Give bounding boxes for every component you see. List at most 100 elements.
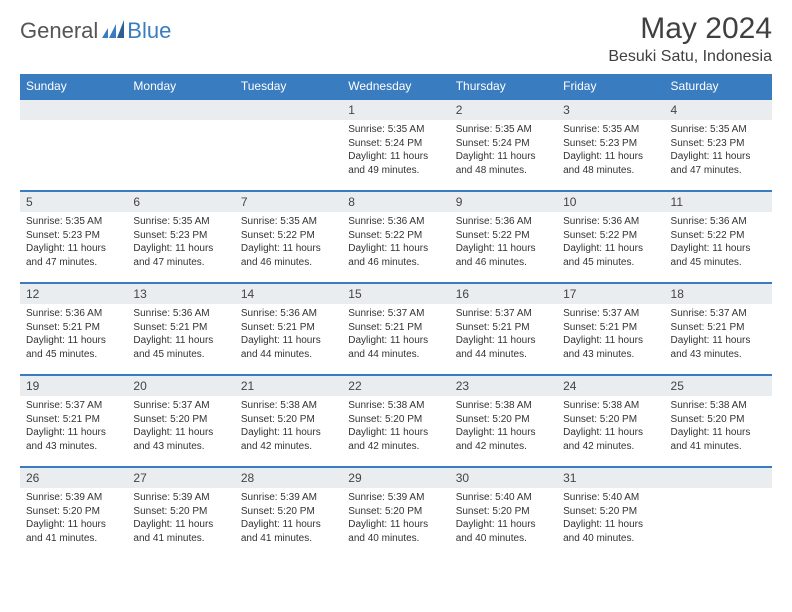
- day-content: Sunrise: 5:35 AMSunset: 5:22 PMDaylight:…: [235, 212, 342, 275]
- day-number: 25: [665, 374, 772, 396]
- calendar-cell: 21Sunrise: 5:38 AMSunset: 5:20 PMDayligh…: [235, 374, 342, 466]
- daylight-line: Daylight: 11 hours and 46 minutes.: [348, 242, 443, 269]
- daylight-line: Daylight: 11 hours and 41 minutes.: [671, 426, 766, 453]
- day-number: 15: [342, 282, 449, 304]
- calendar-cell: 6Sunrise: 5:35 AMSunset: 5:23 PMDaylight…: [127, 190, 234, 282]
- daylight-line: Daylight: 11 hours and 42 minutes.: [241, 426, 336, 453]
- sunrise-line: Sunrise: 5:38 AM: [456, 399, 551, 413]
- sunrise-line: Sunrise: 5:36 AM: [671, 215, 766, 229]
- day-content: Sunrise: 5:37 AMSunset: 5:21 PMDaylight:…: [557, 304, 664, 367]
- sunset-line: Sunset: 5:20 PM: [241, 413, 336, 427]
- sunset-line: Sunset: 5:20 PM: [133, 505, 228, 519]
- calendar-cell: 16Sunrise: 5:37 AMSunset: 5:21 PMDayligh…: [450, 282, 557, 374]
- logo-text-blue: Blue: [127, 18, 171, 44]
- weekday-header: Friday: [557, 74, 664, 98]
- day-content: Sunrise: 5:36 AMSunset: 5:22 PMDaylight:…: [665, 212, 772, 275]
- day-number: 24: [557, 374, 664, 396]
- day-number: 7: [235, 190, 342, 212]
- sunset-line: Sunset: 5:22 PM: [241, 229, 336, 243]
- daylight-line: Daylight: 11 hours and 45 minutes.: [671, 242, 766, 269]
- day-content: Sunrise: 5:37 AMSunset: 5:20 PMDaylight:…: [127, 396, 234, 459]
- daylight-line: Daylight: 11 hours and 43 minutes.: [563, 334, 658, 361]
- day-number: 28: [235, 466, 342, 488]
- sunset-line: Sunset: 5:23 PM: [563, 137, 658, 151]
- daylight-line: Daylight: 11 hours and 42 minutes.: [348, 426, 443, 453]
- sunrise-line: Sunrise: 5:40 AM: [456, 491, 551, 505]
- day-content: Sunrise: 5:40 AMSunset: 5:20 PMDaylight:…: [557, 488, 664, 551]
- day-content: Sunrise: 5:36 AMSunset: 5:21 PMDaylight:…: [127, 304, 234, 367]
- daylight-line: Daylight: 11 hours and 49 minutes.: [348, 150, 443, 177]
- sunrise-line: Sunrise: 5:37 AM: [671, 307, 766, 321]
- daylight-line: Daylight: 11 hours and 47 minutes.: [133, 242, 228, 269]
- day-content: Sunrise: 5:36 AMSunset: 5:22 PMDaylight:…: [342, 212, 449, 275]
- day-number-bar: [127, 98, 234, 120]
- calendar-cell: 2Sunrise: 5:35 AMSunset: 5:24 PMDaylight…: [450, 98, 557, 190]
- day-content: Sunrise: 5:37 AMSunset: 5:21 PMDaylight:…: [665, 304, 772, 367]
- calendar-cell: 9Sunrise: 5:36 AMSunset: 5:22 PMDaylight…: [450, 190, 557, 282]
- calendar-cell: [127, 98, 234, 190]
- day-content: Sunrise: 5:37 AMSunset: 5:21 PMDaylight:…: [20, 396, 127, 459]
- daylight-line: Daylight: 11 hours and 43 minutes.: [133, 426, 228, 453]
- calendar-cell: 3Sunrise: 5:35 AMSunset: 5:23 PMDaylight…: [557, 98, 664, 190]
- calendar-cell: 27Sunrise: 5:39 AMSunset: 5:20 PMDayligh…: [127, 466, 234, 558]
- sunset-line: Sunset: 5:20 PM: [563, 413, 658, 427]
- sunrise-line: Sunrise: 5:37 AM: [563, 307, 658, 321]
- sunrise-line: Sunrise: 5:36 AM: [241, 307, 336, 321]
- sunrise-line: Sunrise: 5:38 AM: [671, 399, 766, 413]
- day-content: Sunrise: 5:39 AMSunset: 5:20 PMDaylight:…: [127, 488, 234, 551]
- bars-icon: [102, 20, 124, 43]
- calendar-cell: [20, 98, 127, 190]
- sunset-line: Sunset: 5:23 PM: [671, 137, 766, 151]
- calendar-cell: 4Sunrise: 5:35 AMSunset: 5:23 PMDaylight…: [665, 98, 772, 190]
- day-content: Sunrise: 5:36 AMSunset: 5:22 PMDaylight:…: [557, 212, 664, 275]
- day-number: 21: [235, 374, 342, 396]
- day-number: 13: [127, 282, 234, 304]
- weekday-header: Tuesday: [235, 74, 342, 98]
- day-number: 6: [127, 190, 234, 212]
- day-content: Sunrise: 5:39 AMSunset: 5:20 PMDaylight:…: [235, 488, 342, 551]
- sunset-line: Sunset: 5:21 PM: [241, 321, 336, 335]
- day-number-bar: [20, 98, 127, 120]
- sunrise-line: Sunrise: 5:36 AM: [563, 215, 658, 229]
- daylight-line: Daylight: 11 hours and 40 minutes.: [348, 518, 443, 545]
- calendar-row: 5Sunrise: 5:35 AMSunset: 5:23 PMDaylight…: [20, 190, 772, 282]
- daylight-line: Daylight: 11 hours and 46 minutes.: [456, 242, 551, 269]
- day-number: 30: [450, 466, 557, 488]
- calendar-cell: 25Sunrise: 5:38 AMSunset: 5:20 PMDayligh…: [665, 374, 772, 466]
- daylight-line: Daylight: 11 hours and 42 minutes.: [456, 426, 551, 453]
- weekday-header: Thursday: [450, 74, 557, 98]
- sunset-line: Sunset: 5:20 PM: [241, 505, 336, 519]
- sunset-line: Sunset: 5:20 PM: [133, 413, 228, 427]
- calendar-cell: 18Sunrise: 5:37 AMSunset: 5:21 PMDayligh…: [665, 282, 772, 374]
- sunset-line: Sunset: 5:20 PM: [456, 413, 551, 427]
- sunset-line: Sunset: 5:23 PM: [133, 229, 228, 243]
- calendar-cell: 31Sunrise: 5:40 AMSunset: 5:20 PMDayligh…: [557, 466, 664, 558]
- calendar-row: 19Sunrise: 5:37 AMSunset: 5:21 PMDayligh…: [20, 374, 772, 466]
- daylight-line: Daylight: 11 hours and 40 minutes.: [563, 518, 658, 545]
- sunset-line: Sunset: 5:21 PM: [456, 321, 551, 335]
- weekday-header: Sunday: [20, 74, 127, 98]
- day-content: Sunrise: 5:35 AMSunset: 5:23 PMDaylight:…: [127, 212, 234, 275]
- calendar-cell: [235, 98, 342, 190]
- sunset-line: Sunset: 5:22 PM: [563, 229, 658, 243]
- day-content: Sunrise: 5:38 AMSunset: 5:20 PMDaylight:…: [235, 396, 342, 459]
- sunrise-line: Sunrise: 5:39 AM: [26, 491, 121, 505]
- daylight-line: Daylight: 11 hours and 44 minutes.: [348, 334, 443, 361]
- day-content: Sunrise: 5:35 AMSunset: 5:24 PMDaylight:…: [450, 120, 557, 183]
- day-number: 5: [20, 190, 127, 212]
- day-number: 14: [235, 282, 342, 304]
- day-content: Sunrise: 5:38 AMSunset: 5:20 PMDaylight:…: [557, 396, 664, 459]
- day-content: Sunrise: 5:39 AMSunset: 5:20 PMDaylight:…: [20, 488, 127, 551]
- day-content: Sunrise: 5:39 AMSunset: 5:20 PMDaylight:…: [342, 488, 449, 551]
- calendar-row: 1Sunrise: 5:35 AMSunset: 5:24 PMDaylight…: [20, 98, 772, 190]
- calendar-cell: 15Sunrise: 5:37 AMSunset: 5:21 PMDayligh…: [342, 282, 449, 374]
- day-content: Sunrise: 5:40 AMSunset: 5:20 PMDaylight:…: [450, 488, 557, 551]
- sunset-line: Sunset: 5:21 PM: [133, 321, 228, 335]
- location: Besuki Satu, Indonesia: [608, 48, 772, 66]
- daylight-line: Daylight: 11 hours and 42 minutes.: [563, 426, 658, 453]
- sunrise-line: Sunrise: 5:39 AM: [133, 491, 228, 505]
- calendar-cell: 19Sunrise: 5:37 AMSunset: 5:21 PMDayligh…: [20, 374, 127, 466]
- sunrise-line: Sunrise: 5:37 AM: [26, 399, 121, 413]
- daylight-line: Daylight: 11 hours and 40 minutes.: [456, 518, 551, 545]
- day-content: Sunrise: 5:38 AMSunset: 5:20 PMDaylight:…: [342, 396, 449, 459]
